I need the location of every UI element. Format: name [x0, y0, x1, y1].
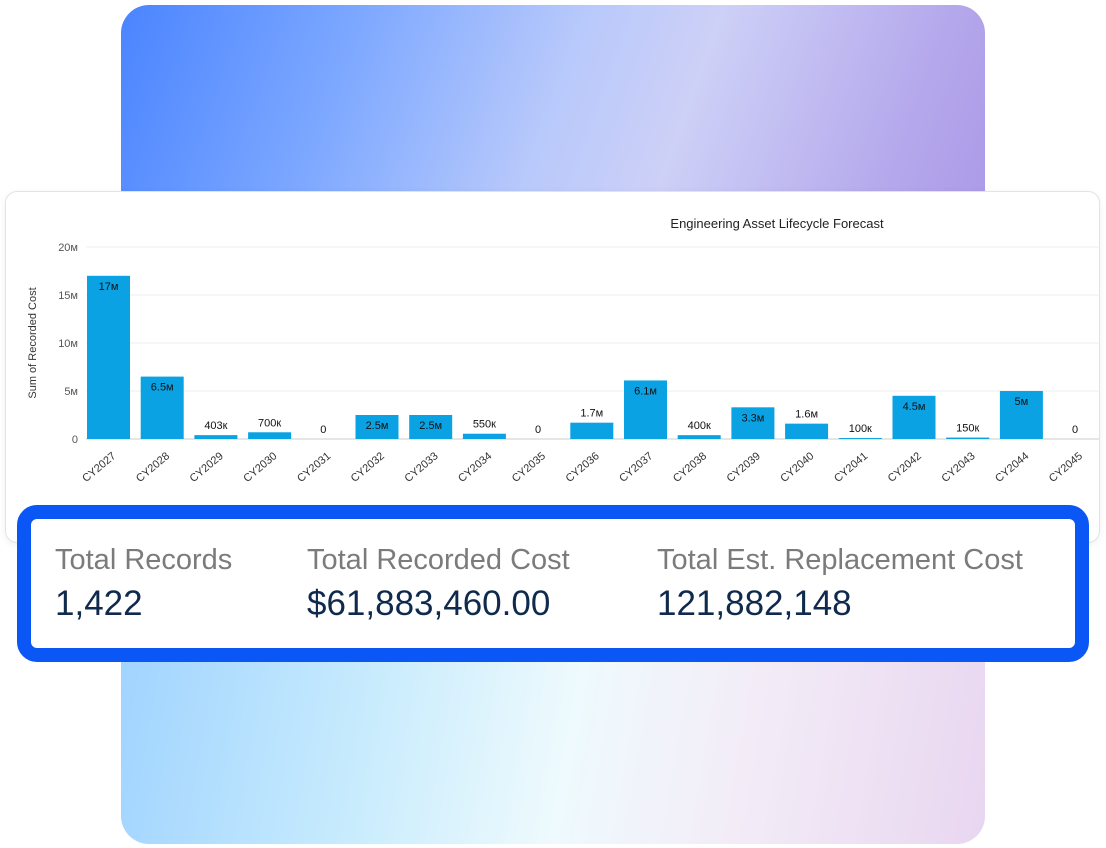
x-tick-label: CY2031: [295, 450, 333, 485]
data-label: 2.5м: [419, 420, 442, 432]
x-tick-label: CY2034: [456, 450, 494, 485]
bar: [140, 376, 184, 439]
stat-value: 1,422: [55, 584, 143, 623]
data-label: 4.5м: [903, 401, 926, 413]
stat-value: $61,883,460.00: [307, 584, 551, 623]
data-label: 1.6м: [795, 409, 818, 421]
data-label: 6.1м: [634, 385, 657, 397]
bar: [624, 380, 667, 439]
x-tick-label: CY2029: [188, 450, 226, 485]
x-tick-label: CY2039: [725, 450, 763, 485]
x-tick-label: CY2030: [241, 450, 279, 485]
chart-card: Engineering Asset Lifecycle Forecast Sum …: [5, 191, 1100, 543]
x-tick-label: CY2035: [510, 450, 548, 485]
data-label: 550к: [473, 419, 496, 431]
x-tick-label: CY2041: [832, 450, 870, 485]
bar: [946, 437, 990, 439]
stat-label: Total Records: [55, 544, 233, 576]
data-label: 2.5м: [366, 420, 389, 432]
data-label: 0: [320, 424, 326, 436]
data-label: 3.3м: [741, 412, 764, 424]
bar: [677, 435, 721, 439]
x-tick-label: CY2043: [939, 450, 977, 485]
stat-value: 121,882,148: [657, 584, 852, 623]
x-tick-label: CY2036: [564, 450, 602, 485]
data-label: 17м: [99, 281, 119, 293]
y-tick-label: 15м: [58, 290, 78, 302]
data-label: 5м: [1015, 396, 1029, 408]
x-tick-label: CY2044: [993, 450, 1031, 485]
bar-chart: Engineering Asset Lifecycle Forecast Sum …: [27, 216, 1099, 485]
x-tick-label: CY2037: [617, 450, 655, 485]
data-label: 403к: [204, 420, 227, 432]
stat-total-records: Total Records 1,422: [55, 543, 232, 625]
x-tick-label: CY2033: [402, 450, 440, 485]
y-axis-label: Sum of Recorded Cost: [27, 287, 39, 398]
y-tick-label: 10м: [58, 338, 78, 350]
bar: [838, 438, 882, 440]
bar: [462, 433, 506, 439]
chart-title: Engineering Asset Lifecycle Forecast: [670, 216, 884, 231]
data-label: 1.7м: [580, 408, 603, 420]
bar: [785, 423, 829, 439]
bar: [999, 391, 1043, 439]
stat-label: Total Est. Replacement Cost: [657, 544, 1023, 576]
x-tick-label: CY2040: [778, 450, 816, 485]
y-tick-label: 20м: [58, 242, 78, 254]
stat-total-recorded-cost: Total Recorded Cost $61,883,460.00: [307, 543, 570, 625]
bar: [248, 432, 292, 439]
y-tick-label: 5м: [64, 386, 78, 398]
summary-stats-card: Total Records 1,422 Total Recorded Cost …: [17, 505, 1089, 662]
x-tick-label: CY2027: [80, 450, 118, 485]
y-tick-label: 0: [72, 434, 78, 446]
x-tick-label: CY2042: [886, 450, 924, 485]
bar: [731, 407, 775, 439]
data-label: 0: [1072, 424, 1078, 436]
data-label: 700к: [258, 417, 281, 429]
data-label: 100к: [849, 423, 872, 435]
data-label: 150к: [956, 423, 979, 435]
bar: [194, 435, 238, 439]
data-label: 400к: [688, 420, 711, 432]
x-tick-label: CY2038: [671, 450, 709, 485]
stat-label: Total Recorded Cost: [307, 544, 570, 576]
bar: [87, 275, 130, 439]
bar: [409, 415, 453, 439]
x-tick-label: CY2045: [1047, 450, 1085, 485]
data-label: 6.5м: [151, 382, 174, 394]
bar: [892, 395, 936, 439]
stat-total-est-replacement-cost: Total Est. Replacement Cost 121,882,148: [657, 543, 1023, 625]
data-label: 0: [535, 424, 541, 436]
bar: [355, 415, 399, 439]
x-tick-label: CY2028: [134, 450, 172, 485]
bar: [570, 422, 614, 439]
x-tick-label: CY2032: [349, 450, 387, 485]
